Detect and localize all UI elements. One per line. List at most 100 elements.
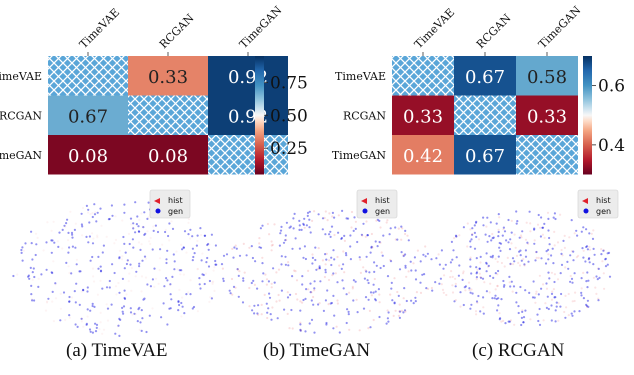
hist-point <box>401 227 404 230</box>
gen-point <box>497 235 500 238</box>
gen-point <box>489 255 492 258</box>
gen-point <box>288 226 291 229</box>
gen-point <box>285 221 288 224</box>
gen-point <box>519 285 522 289</box>
hist-point <box>567 314 570 317</box>
gen-point <box>469 291 472 294</box>
gen-point <box>440 249 443 252</box>
gen-point <box>524 309 527 312</box>
gen-point <box>588 257 591 260</box>
gen-point <box>299 328 302 331</box>
hist-point <box>99 321 102 324</box>
legend-hist-marker <box>154 198 160 204</box>
gen-point <box>452 249 455 252</box>
hist-point <box>351 285 354 288</box>
hist-point <box>168 284 172 287</box>
gen-point <box>168 222 171 225</box>
hist-point <box>270 240 273 243</box>
gen-point <box>533 296 536 299</box>
gen-point <box>521 310 524 313</box>
gen-point <box>31 271 34 274</box>
gen-point <box>570 219 573 222</box>
gen-point <box>165 258 168 261</box>
hist-point <box>535 256 538 259</box>
gen-point <box>331 211 334 214</box>
gen-point <box>517 311 520 315</box>
heatmap-row-label: TimeGAN <box>0 149 42 162</box>
gen-point <box>475 271 479 274</box>
hist-point <box>318 302 321 305</box>
heatmap-cell <box>516 56 578 96</box>
hist-point <box>551 290 554 293</box>
gen-point <box>59 319 62 322</box>
hist-point <box>158 257 162 260</box>
gen-point <box>229 292 232 295</box>
hist-point <box>144 276 148 279</box>
hist-point <box>459 305 462 308</box>
gen-point <box>87 208 90 211</box>
hist-point <box>61 247 64 250</box>
tsne-legend: hist gen <box>356 189 398 219</box>
gen-point <box>303 217 306 220</box>
gen-point <box>308 322 311 325</box>
gen-point <box>377 288 380 291</box>
hist-point <box>567 292 570 296</box>
hist-point <box>56 240 59 243</box>
gen-point <box>438 263 441 266</box>
hist-point <box>105 235 108 238</box>
gen-point <box>91 215 94 219</box>
hist-point <box>564 266 567 269</box>
gen-point <box>207 242 210 246</box>
gen-point <box>171 275 174 278</box>
gen-point <box>482 224 485 227</box>
tsne-panel-1: hist gen <box>12 189 226 337</box>
hist-point <box>44 309 48 312</box>
gen-point <box>388 233 391 236</box>
gen-point <box>85 322 88 325</box>
gen-point <box>560 292 563 296</box>
hist-point <box>379 226 382 229</box>
hist-point <box>75 258 78 261</box>
hist-point <box>380 251 383 254</box>
gen-point <box>259 246 263 249</box>
gen-point <box>356 240 359 244</box>
heatmap-cell <box>454 56 516 96</box>
gen-point <box>85 235 88 238</box>
hist-point <box>121 219 124 222</box>
gen-point <box>289 225 292 228</box>
gen-point <box>347 310 350 313</box>
gen-point <box>182 246 185 249</box>
gen-point <box>370 245 373 248</box>
gen-point <box>177 309 180 312</box>
hist-point <box>568 236 571 239</box>
gen-point <box>512 285 516 288</box>
gen-point <box>311 262 314 265</box>
hist-point <box>243 271 246 274</box>
gen-point <box>534 259 537 262</box>
hist-point <box>406 234 409 237</box>
hist-point <box>258 242 261 245</box>
gen-point <box>398 316 401 319</box>
hist-point <box>313 210 316 213</box>
gen-point <box>535 250 538 254</box>
gen-point <box>475 276 478 279</box>
gen-point <box>138 265 141 268</box>
hist-point <box>196 268 199 271</box>
gen-point <box>580 230 583 233</box>
gen-point <box>541 226 545 229</box>
gen-point <box>50 251 53 254</box>
hist-point <box>311 253 314 256</box>
gen-point <box>564 316 567 319</box>
legend-hist-marker <box>361 198 367 204</box>
gen-point <box>502 279 505 283</box>
gen-point <box>189 228 192 231</box>
gen-point <box>454 285 457 288</box>
hist-point <box>231 247 234 250</box>
gen-point <box>585 245 588 249</box>
hist-point <box>575 256 579 259</box>
gen-point <box>80 317 83 320</box>
hist-point <box>534 301 537 304</box>
hist-point <box>479 261 482 264</box>
hist-point <box>582 249 585 252</box>
gen-point <box>439 277 442 280</box>
